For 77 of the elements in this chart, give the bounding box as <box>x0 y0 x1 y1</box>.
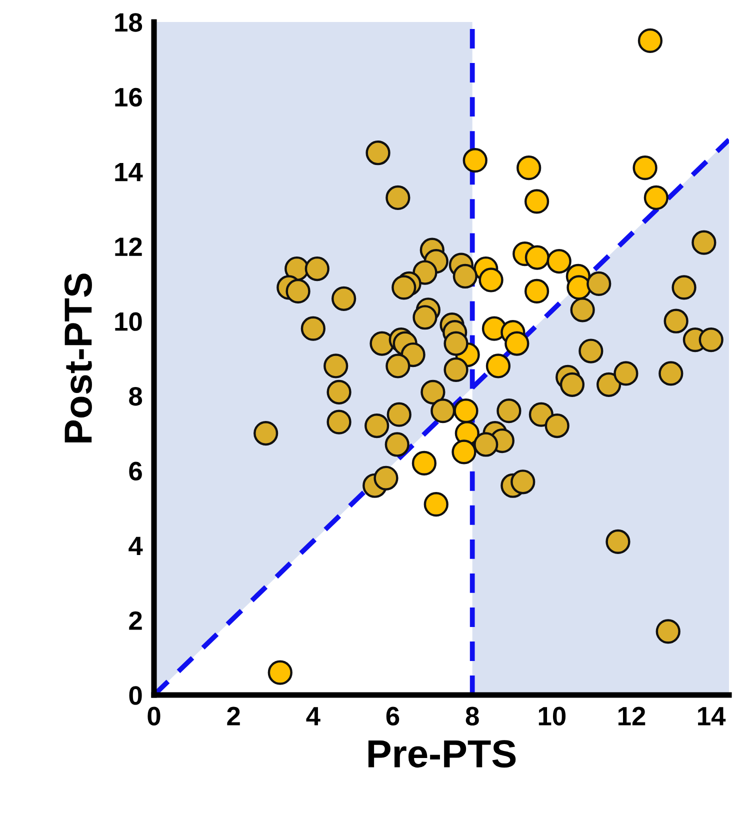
y-tick-label: 10 <box>115 312 142 331</box>
y-tick-label: 12 <box>115 237 142 256</box>
y-tick-label: 2 <box>129 611 142 630</box>
y-tick-label: 18 <box>115 13 142 32</box>
point <box>326 410 352 434</box>
point <box>586 271 612 296</box>
point <box>324 354 348 378</box>
y-tick-label: 8 <box>129 387 142 406</box>
point <box>430 398 456 424</box>
point <box>510 470 536 494</box>
point <box>412 305 438 330</box>
point <box>386 354 410 378</box>
point <box>632 156 658 180</box>
point <box>304 256 330 282</box>
y-axis-title: Post-PTS <box>64 274 92 442</box>
point <box>386 185 410 210</box>
point <box>524 278 550 304</box>
point <box>658 361 684 386</box>
point <box>474 432 498 457</box>
point <box>570 298 595 322</box>
point <box>524 245 550 270</box>
x-tick-label: 2 <box>227 706 240 726</box>
point <box>452 440 476 464</box>
point <box>332 286 356 311</box>
point <box>644 185 668 210</box>
point <box>596 372 622 397</box>
x-tick-label: 0 <box>148 706 160 726</box>
point <box>444 357 468 382</box>
point <box>516 156 542 180</box>
y-tick-label: 14 <box>115 162 143 182</box>
x-tick-label: 8 <box>466 706 479 726</box>
x-axis-title: Pre-PTS <box>368 740 516 768</box>
y-tick-label: 0 <box>129 686 142 705</box>
point <box>638 28 663 53</box>
point <box>366 140 390 166</box>
point <box>496 398 522 424</box>
point <box>656 619 680 644</box>
x-tick-label: 10 <box>538 706 566 726</box>
point <box>698 328 724 352</box>
point <box>420 380 446 404</box>
point <box>560 372 585 397</box>
point <box>374 466 398 490</box>
point <box>386 402 412 427</box>
x-tick-label: 6 <box>386 706 400 726</box>
point <box>454 398 478 424</box>
point <box>452 264 478 289</box>
y-tick-label: 16 <box>115 88 142 107</box>
point <box>504 331 530 356</box>
point <box>392 275 416 300</box>
point <box>254 420 278 446</box>
point <box>614 361 638 386</box>
point <box>478 268 504 292</box>
point <box>524 189 550 214</box>
point <box>546 248 572 274</box>
y-tick-label: 4 <box>128 536 143 556</box>
y-tick-label: 6 <box>129 462 142 480</box>
point <box>384 432 410 457</box>
point <box>664 308 688 334</box>
point <box>692 230 716 255</box>
point <box>462 148 488 173</box>
point <box>544 413 570 438</box>
point <box>528 402 554 427</box>
point <box>578 338 604 364</box>
point <box>326 380 352 404</box>
point <box>300 316 326 341</box>
point <box>486 354 511 378</box>
point <box>268 660 292 685</box>
point <box>444 331 468 356</box>
point <box>672 275 696 300</box>
point <box>424 492 448 517</box>
x-tick-label: 12 <box>618 706 646 726</box>
x-tick-label: 14 <box>698 707 726 726</box>
point <box>606 529 630 554</box>
point <box>364 413 390 438</box>
point <box>286 278 310 304</box>
x-tick-label: 4 <box>306 707 320 726</box>
point <box>412 450 436 476</box>
